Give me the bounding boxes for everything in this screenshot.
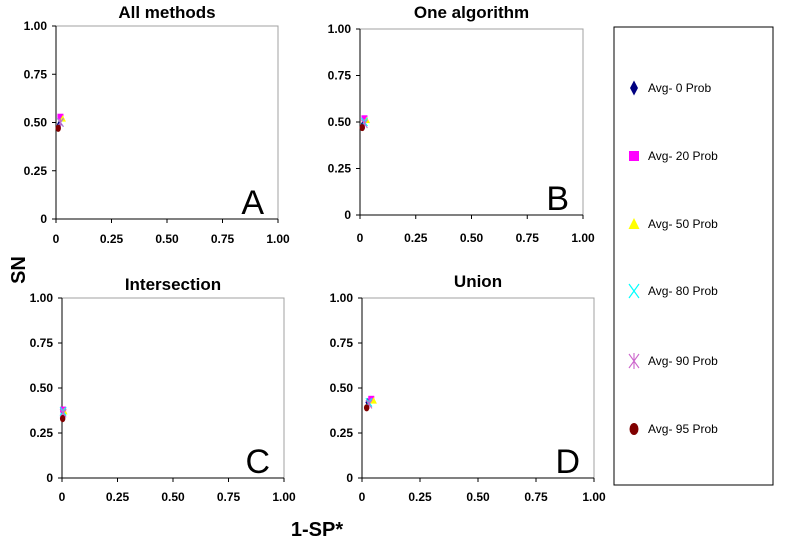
legend-marker [629,423,639,435]
legend-label: Avg- 90 Prob [648,354,718,368]
data-point [55,124,61,132]
panel-letter: A [241,184,264,222]
y-tick-label: 0.50 [30,381,54,395]
y-tick-label: 0 [346,471,353,485]
legend-label: Avg- 50 Prob [648,217,718,231]
data-point [363,404,370,412]
y-tick-label: 0.25 [30,426,54,440]
x-tick-label: 0.50 [161,490,185,504]
x-tick-label: 0.75 [211,232,235,246]
x-tick-label: 0 [53,232,60,246]
y-tick-label: 1.00 [30,291,54,305]
x-tick-label: 0 [357,231,364,245]
x-tick-label: 0 [59,490,66,504]
x-tick-label: 0.25 [404,231,428,245]
legend-marker [628,353,640,369]
y-tick-label: 0.25 [24,164,48,178]
panels: All methods 0 0.25 0.50 0.75 1.00 0 0.25 0.50 0.7… [24,3,606,504]
x-tick-label: 1.00 [272,490,296,504]
panel-title: One algorithm [414,3,529,22]
x-tick-label: 0.25 [408,490,432,504]
legend-item: Avg- 0 Prob [630,80,711,96]
legend-marker [630,80,638,96]
y-axis-label: SN [8,256,30,284]
legend-item: Avg- 20 Prob [629,149,718,163]
data-point [59,415,66,423]
y-tick-label: 0.25 [328,162,352,176]
x-tick-label: 1.00 [571,231,595,245]
x-tick-label: 0.75 [217,490,241,504]
data-point [59,115,66,122]
x-tick-label: 0.75 [524,490,548,504]
data-point [370,397,377,404]
legend-item: Avg- 80 Prob [628,283,718,299]
y-tick-label: 0 [344,208,351,222]
y-tick-label: 1.00 [330,291,354,305]
y-tick-label: 0.75 [328,69,352,83]
y-tick-label: 0.75 [24,67,48,81]
legend-label: Avg- 95 Prob [648,422,718,436]
legend-label: Avg- 0 Prob [648,81,711,95]
legend-box [613,26,774,486]
x-tick-label: 0.50 [155,232,179,246]
panel-letter: D [555,443,580,481]
y-tick-label: 0.25 [330,426,354,440]
x-tick-label: 1.00 [266,232,290,246]
y-tick-label: 0.50 [328,115,352,129]
legend: Avg- 0 Prob Avg- 20 Prob Avg- 50 Prob Avg- … [613,26,774,486]
y-tick-label: 0.50 [24,116,48,130]
panel-a: All methods 0 0.25 0.50 0.75 1.00 0 0.25 0.50 0.7… [24,3,290,246]
panel-b: One algorithm 0 0.25 0.50 0.75 1.00 0 0.25 0.50 0… [328,3,595,245]
x-tick-label: 0.50 [466,490,490,504]
panel-title: All methods [118,3,215,22]
legend-item: Avg- 95 Prob [629,422,718,436]
legend-marker [628,283,640,299]
panel-title: Intersection [125,275,221,294]
y-tick-label: 0.75 [330,336,354,350]
panel-c: Intersection 0 0.25 0.50 0.75 1.00 0 0.25 0.50 0.… [30,275,296,504]
legend-label: Avg- 80 Prob [648,284,718,298]
legend-marker [629,151,639,161]
y-tick-label: 0 [40,212,47,226]
y-tick-label: 1.00 [24,19,48,33]
x-tick-label: 0.75 [516,231,540,245]
x-axis-label: 1-SP* [291,519,343,541]
x-tick-label: 0.25 [106,490,130,504]
legend-label: Avg- 20 Prob [648,149,718,163]
x-tick-label: 0.25 [100,232,124,246]
data-point [57,113,64,120]
data-point [361,115,368,122]
y-tick-label: 0.75 [30,336,54,350]
y-tick-label: 0.50 [330,381,354,395]
data-point [359,123,365,132]
panel-title: Union [454,272,502,291]
legend-marker [628,218,640,229]
y-tick-label: 0 [46,471,53,485]
y-tick-label: 1.00 [328,22,352,36]
panel-letter: C [245,443,270,481]
legend-item: Avg- 50 Prob [628,217,718,231]
x-tick-label: 0 [359,490,366,504]
x-tick-label: 1.00 [582,490,606,504]
legend-item: Avg- 90 Prob [628,353,718,369]
panel-letter: B [546,180,569,218]
x-tick-label: 0.50 [460,231,484,245]
